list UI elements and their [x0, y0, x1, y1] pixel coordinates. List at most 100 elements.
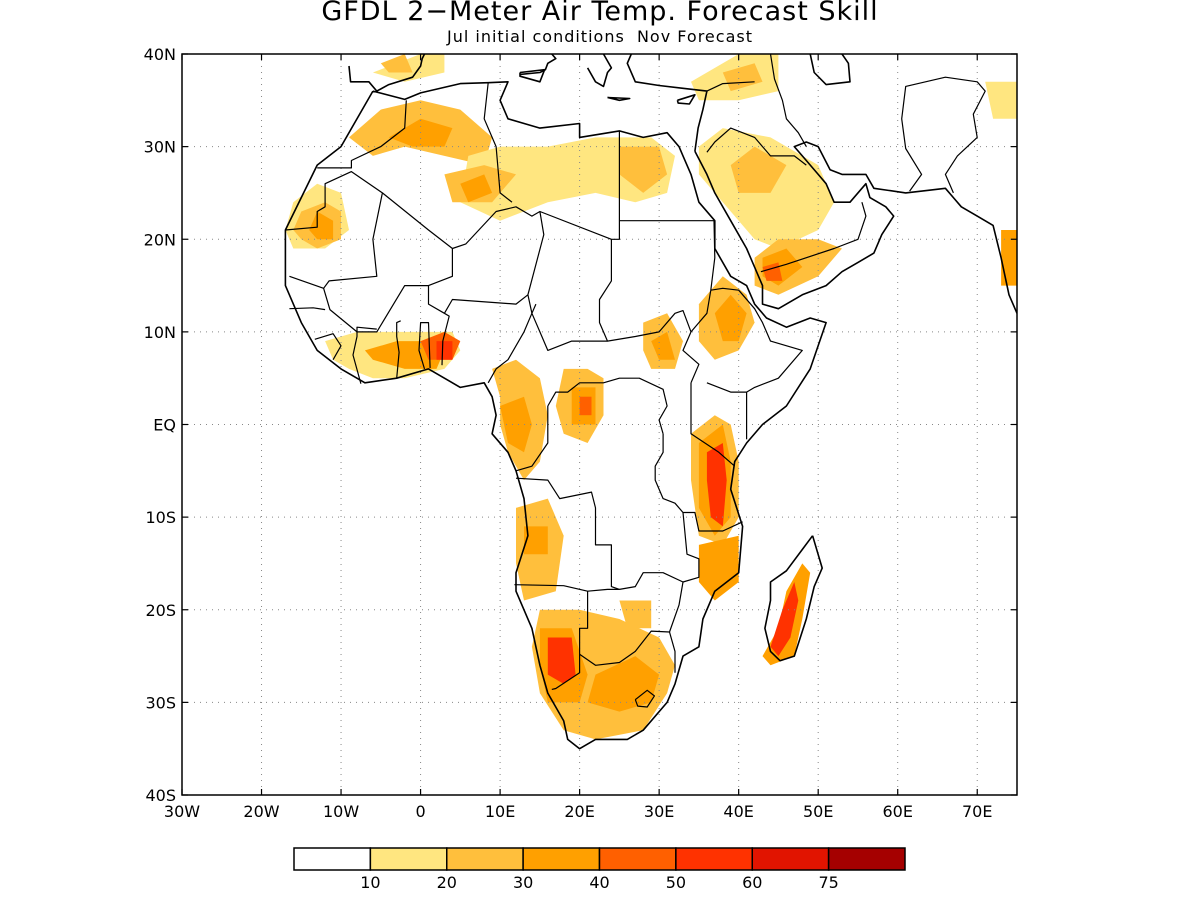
border-drc-east: [547, 377, 668, 434]
skill-region-benin-core: [436, 341, 453, 360]
border-iraq-iran: [769, 54, 807, 147]
coastline-sicily: [519, 68, 546, 83]
map-title: GFDL 2−Meter Air Temp. Forecast Skill: [321, 0, 879, 27]
skill-region-mauritania-core: [309, 211, 334, 240]
skill-shading: [285, 54, 1017, 740]
border-mauritania-n: [285, 171, 383, 289]
border-mali: [323, 192, 453, 333]
colorbar-swatch: [446, 847, 524, 871]
skill-region-turkey-core: [722, 63, 763, 92]
colorbar-swatch: [522, 847, 601, 871]
colorbar: 10 20 30 40 50 60 75: [293, 847, 906, 892]
border-iran-pakistan-afghanistan: [901, 76, 986, 194]
x-tick-label: 10E: [485, 802, 515, 821]
skill-region-mozambique: [698, 535, 739, 601]
colorbar-swatch: [751, 847, 830, 871]
x-tick-label: 20E: [564, 802, 594, 821]
skill-region-egypt: [619, 146, 668, 193]
border-senegal-guinea: [289, 307, 326, 311]
colorbar-swatch: [827, 847, 906, 871]
border-tanzania-mozambique: [654, 433, 743, 532]
skill-region-botswana: [619, 600, 652, 629]
border-sudan-ethiopia: [690, 220, 716, 333]
x-axis: 30W 20W 10W 0 10E 20E 30E 40E 50E 60E 70E: [164, 54, 992, 821]
skill-region-angola-core: [524, 526, 548, 555]
coastline-levant-turkey: [626, 54, 708, 152]
skill-region-arabia-core: [730, 146, 787, 193]
coastline-sri-lanka: [1055, 334, 1071, 369]
colorbar-label: 50: [666, 873, 686, 892]
colorbar-label: 60: [742, 873, 762, 892]
coastline-madagascar: [764, 535, 824, 662]
coastline-iberia: [348, 54, 426, 92]
colorbar-swatch: [675, 847, 753, 871]
border-ivory-liberia-guinea: [352, 326, 377, 384]
colorbar-label: 10: [360, 873, 380, 892]
border-ethiopia-somalia: [706, 287, 803, 393]
border-sudan-south-sudan: [607, 310, 700, 384]
colorbar-label: 75: [818, 873, 838, 892]
skill-region-tanzania-core: [706, 443, 727, 527]
x-tick-label: 50E: [803, 802, 833, 821]
skill-region-madagascar-core: [770, 582, 799, 657]
border-saudi-jordan-iraq: [706, 127, 807, 166]
border-nigeria-benin: [441, 312, 450, 366]
coastline-cyprus: [676, 94, 696, 105]
colorbar-swatch: [369, 847, 448, 871]
colorbar-swatch: [598, 847, 677, 871]
border-saudi-yemen-oman: [760, 202, 867, 273]
border-chad-sudan: [527, 239, 613, 351]
coastline-caspian: [809, 54, 851, 86]
colorbar-label: 20: [437, 873, 457, 892]
border-congo-gabon-cameroon: [515, 406, 549, 472]
skill-region-libya-spot: [460, 174, 493, 203]
border-mozambique-rsa: [668, 631, 676, 673]
border-ghana-ivory: [396, 320, 401, 379]
border-angola-drc-zambia: [515, 477, 620, 590]
colorbar-label: 40: [589, 873, 609, 892]
coastline-africa: [284, 81, 827, 750]
x-tick-label: 10W: [323, 802, 359, 821]
y-tick-label: 40S: [145, 786, 176, 805]
border-cameroon-nigeria: [487, 303, 537, 384]
y-tick-label: 30N: [144, 138, 176, 157]
skill-region-iran-edge: [985, 81, 1017, 119]
border-guinea-sierra-leone: [314, 333, 342, 360]
colorbar-label: 30: [513, 873, 533, 892]
colorbar-swatch: [293, 847, 372, 871]
skill-region-namibia-core: [547, 637, 576, 684]
skill-region-mediterranean-spot: [380, 54, 413, 73]
country-borders: [285, 54, 986, 708]
x-tick-label: 40E: [723, 802, 753, 821]
coastline-arabia: [694, 141, 1017, 314]
skill-region-south-sudan-core: [651, 331, 675, 360]
border-syria-turkey: [706, 81, 755, 92]
coastline-greece: [586, 54, 613, 88]
border-botswana-rsa-zimbabwe: [579, 572, 684, 666]
y-tick-label: EQ: [153, 416, 176, 435]
y-tick-label: 40N: [144, 45, 176, 64]
coastline-italy: [519, 54, 557, 76]
skill-region-india-west: [1001, 230, 1017, 286]
x-tick-label: 30E: [644, 802, 674, 821]
x-tick-label: 30W: [164, 802, 200, 821]
border-zambia-malawi-mozambique: [682, 512, 700, 583]
y-tick-label: 20N: [144, 230, 176, 249]
x-tick-label: 0: [415, 802, 425, 821]
x-tick-label: 20W: [243, 802, 279, 821]
border-lesotho: [634, 689, 656, 708]
border-algeria-tunisia-libya: [483, 82, 513, 203]
y-tick-label: 10N: [144, 323, 176, 342]
map-subtitle: Jul initial conditions Nov Forecast: [447, 27, 753, 46]
y-tick-label: 10S: [145, 508, 176, 527]
coastline-crete: [607, 96, 631, 102]
border-niger-chad: [427, 211, 545, 314]
border-uganda-kenya-tanzania: [690, 382, 736, 467]
y-axis: 40N 30N 20N 10N EQ 10S 20S 30S 40S: [144, 45, 1017, 805]
skill-region-car-inner: [579, 396, 592, 416]
y-tick-label: 30S: [145, 693, 176, 712]
border-benin-togo-ghana: [418, 322, 431, 370]
x-tick-label: 70E: [962, 802, 992, 821]
y-tick-label: 20S: [145, 601, 176, 620]
